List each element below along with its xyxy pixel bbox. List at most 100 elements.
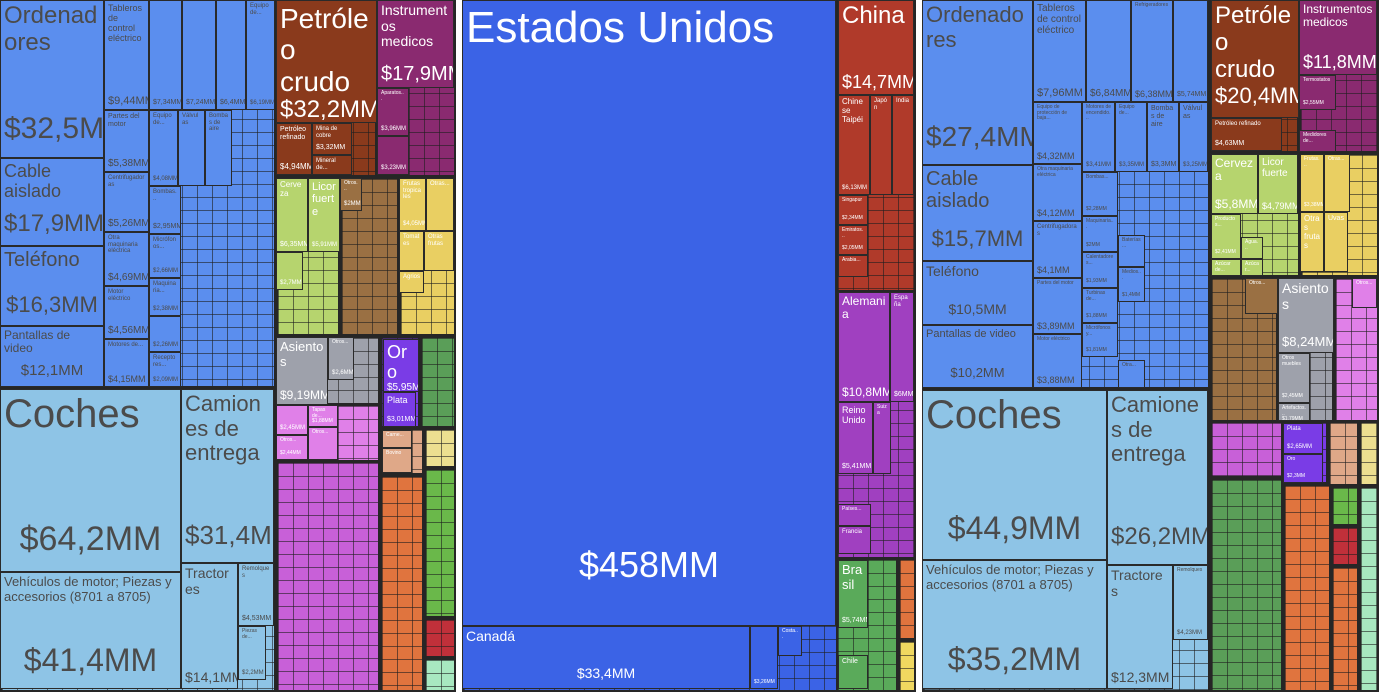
treemap-cell[interactable]: Cerveza $5,8MM	[1211, 154, 1258, 214]
treemap-cell[interactable]: Pantallas de video $12,1MM	[0, 326, 104, 387]
treemap-cell[interactable]: China $14,7MM	[838, 0, 914, 95]
treemap-cell[interactable]: Tableros de control eléctrico $9,44MM	[104, 0, 149, 110]
treemap-cell[interactable]: Turbinas de... $1,88MM	[1082, 288, 1118, 323]
treemap-cell[interactable]: Oro$5,95MM	[383, 339, 419, 392]
treemap-cell[interactable]: Uvas	[1324, 212, 1348, 272]
treemap-cell[interactable]: Refrigeradores $6,38MM	[1131, 0, 1173, 102]
treemap-cell[interactable]: Camiones de entrega $31,4MM	[181, 389, 274, 563]
treemap-cell[interactable]: Otros... $2,6MM	[328, 337, 354, 380]
treemap-cell[interactable]: Alemania $10,8MM	[838, 292, 890, 402]
treemap-cell[interactable]: Países...	[838, 504, 871, 526]
treemap-cell[interactable]: Medios... $1,4MM	[1118, 267, 1145, 302]
treemap-cell[interactable]: Medidores de...	[1299, 130, 1336, 152]
treemap-cell[interactable]: Asientos $9,19MM	[276, 337, 328, 405]
treemap-cell[interactable]: Petróleo refinado $4,63MM	[1211, 118, 1282, 151]
treemap-cell[interactable]: Equipo de... $4,08MM	[149, 110, 178, 186]
treemap-cell[interactable]: Chinese Taipéi $6,13MM	[838, 95, 870, 195]
treemap-cell[interactable]: Teléfono $10,5MM	[922, 261, 1033, 325]
treemap-cell[interactable]: Otras frutas	[1300, 212, 1324, 272]
treemap-cell[interactable]: $7,24MM	[182, 0, 216, 110]
treemap-cell[interactable]: Tableros de control eléctrico $7,96MM	[1033, 0, 1086, 102]
treemap-cell[interactable]: Otros... $2,44MM	[276, 435, 308, 460]
treemap-cell[interactable]: Vehículos de motor; Piezas y accesorios …	[0, 572, 181, 689]
treemap-cell[interactable]: Otros...	[308, 427, 338, 460]
treemap-cell[interactable]: $2,45MM	[276, 405, 308, 435]
treemap-cell[interactable]: Receptores... $2,09MM	[149, 352, 181, 387]
treemap-cell[interactable]: Otras...	[1324, 154, 1350, 212]
treemap-cell[interactable]: Otra maquinaria eléctrica $4,12MM	[1033, 164, 1082, 221]
treemap-cell[interactable]: Remolques $4,23MM	[1173, 565, 1208, 640]
treemap-cell[interactable]: Petróleo crudo $20,4MM	[1211, 0, 1299, 118]
treemap-cell[interactable]: Calentadores... $1,93MM	[1082, 252, 1118, 288]
treemap-cell[interactable]: Mina de cobre $3,32MM	[312, 123, 352, 155]
treemap-cell[interactable]: Cable aislado $15,7MM	[922, 165, 1033, 261]
treemap-cell[interactable]: Motores de encendido... $3,41MM	[1082, 102, 1115, 172]
treemap-cell[interactable]: Suiza	[873, 402, 891, 474]
treemap-cell[interactable]: Camiones de entrega $26,2MM	[1107, 390, 1208, 565]
treemap-cell[interactable]: Emiratos... $2,05MM	[838, 225, 868, 255]
treemap-cell[interactable]: Otros muebles $2,45MM	[1278, 353, 1310, 403]
treemap-cell[interactable]: Frutas... $3,38MM	[1300, 154, 1324, 212]
treemap-cell[interactable]: Bombas de aire $3,3MM	[1147, 102, 1179, 172]
treemap-cell[interactable]: Ordenadores $27,4MM	[922, 0, 1033, 165]
treemap-cell[interactable]: $2,7MM	[276, 252, 303, 290]
treemap-cell[interactable]: Otras...	[426, 178, 454, 231]
treemap-cell[interactable]: Maquinaria... $2,38MM	[149, 278, 181, 316]
treemap-cell[interactable]: Petróleo crudo $32,2MM	[276, 0, 377, 123]
treemap-cell[interactable]: Equipo de protección de baja... $4,32MM	[1033, 102, 1082, 164]
treemap-cell[interactable]: Licor fuerte $5,91MM	[308, 178, 340, 252]
treemap-cell[interactable]: Aparatos... $3,96MM	[377, 88, 409, 136]
treemap-cell[interactable]: Agrios	[399, 271, 424, 293]
treemap-cell[interactable]: Equipo de... $3,35MM	[1115, 102, 1147, 172]
treemap-cell[interactable]: Arabia...	[838, 255, 868, 277]
treemap-cell[interactable]: Singapur $2,34MM	[838, 195, 868, 225]
treemap-cell[interactable]: Chile	[838, 655, 868, 689]
treemap-cell[interactable]: Otros...	[1352, 278, 1377, 308]
treemap-cell[interactable]: $2,26MM	[149, 316, 181, 352]
treemap-cell[interactable]: Remolques $4,53MM	[238, 563, 274, 626]
treemap-cell[interactable]: Centrifugadoras $5,26MM	[104, 172, 149, 232]
treemap-cell[interactable]: Piezas de... $2,2MM	[238, 626, 266, 680]
treemap-cell[interactable]: Maquinaria... $2MM	[1082, 216, 1118, 252]
treemap-cell[interactable]: Azúcar de...	[1211, 259, 1241, 276]
treemap-cell[interactable]: Partes del motor $3,89MM	[1033, 278, 1082, 334]
treemap-cell[interactable]: Tractores $14,1MM	[181, 563, 238, 689]
treemap-cell[interactable]: Otra maquinaria eléctrica $4,69MM	[104, 232, 149, 286]
treemap-cell[interactable]: Baterías...	[1118, 235, 1145, 267]
treemap-cell[interactable]: Tapas de... $1,88MM	[308, 405, 338, 427]
treemap-cell[interactable]: Otras frutas	[424, 231, 454, 271]
treemap-cell[interactable]: Otros...	[1245, 278, 1278, 314]
treemap-cell[interactable]: Instrumentos medicos $11,8MM	[1299, 0, 1377, 75]
treemap-cell[interactable]: Motores de... $4,15MM	[104, 339, 149, 387]
treemap-cell[interactable]: Otra...	[1118, 360, 1145, 388]
treemap-cell[interactable]: Partes del motor $5,38MM	[104, 110, 149, 172]
treemap-cell[interactable]: Bombas de aire	[205, 110, 232, 186]
treemap-cell[interactable]: Válvulas $3,25MM	[1179, 102, 1208, 172]
treemap-cell[interactable]: Coches $64,2MM	[0, 389, 181, 572]
treemap-cell[interactable]: Cable aislado $17,9MM	[0, 158, 104, 246]
treemap-cell[interactable]: Japón	[870, 95, 892, 195]
treemap-cell[interactable]: Tractores $12,3MM	[1107, 565, 1173, 689]
treemap-cell[interactable]: Brasil $5,74MM	[838, 560, 868, 628]
treemap-cell[interactable]: Productos... $2,41MM	[1211, 214, 1241, 259]
treemap-cell[interactable]: Bombas... $2,95MM	[149, 186, 181, 234]
treemap-cell[interactable]: Frutas tropicales $4,05MM	[399, 178, 426, 231]
treemap-cell[interactable]: Asientos $8,24MM	[1278, 278, 1334, 353]
treemap-cell[interactable]: Plata $2,65MM	[1283, 423, 1323, 454]
treemap-cell[interactable]: $5,74MM	[1173, 0, 1208, 102]
treemap-cell[interactable]: $3,26MM	[750, 626, 778, 689]
treemap-cell[interactable]: Centrifugadoras $4,1MM	[1033, 221, 1082, 278]
treemap-cell[interactable]: Azúcar...	[1241, 259, 1263, 276]
treemap-cell[interactable]: Canadá $33,4MM	[462, 626, 750, 689]
treemap-cell[interactable]: Bovino	[382, 448, 412, 473]
treemap-cell[interactable]: Vehículos de motor; Piezas y accesorios …	[922, 560, 1107, 689]
treemap-cell[interactable]: Mineral de...	[312, 155, 352, 175]
treemap-cell[interactable]: Válvulas	[178, 110, 205, 186]
treemap-cell[interactable]: Carne...	[382, 430, 412, 448]
treemap-cell[interactable]: Petróleo refinado $4,94MM	[276, 123, 312, 175]
treemap-cell[interactable]: Costa...	[778, 626, 802, 656]
treemap-cell[interactable]: Agua...	[1241, 237, 1263, 259]
treemap-cell[interactable]: Teléfono $16,3MM	[0, 246, 104, 326]
treemap-cell[interactable]: Licor fuerte $4,79MM	[1258, 154, 1298, 214]
treemap-cell[interactable]: Ordenadores $32,5MM	[0, 0, 104, 158]
